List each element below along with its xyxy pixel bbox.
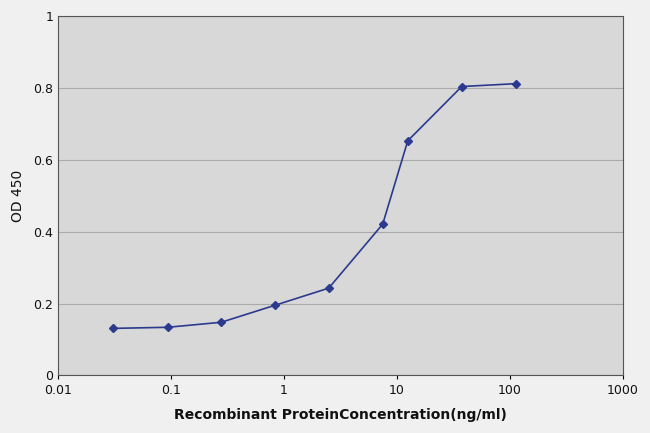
Y-axis label: OD 450: OD 450 [11, 170, 25, 222]
X-axis label: Recombinant ProteinConcentration(ng/ml): Recombinant ProteinConcentration(ng/ml) [174, 408, 507, 422]
